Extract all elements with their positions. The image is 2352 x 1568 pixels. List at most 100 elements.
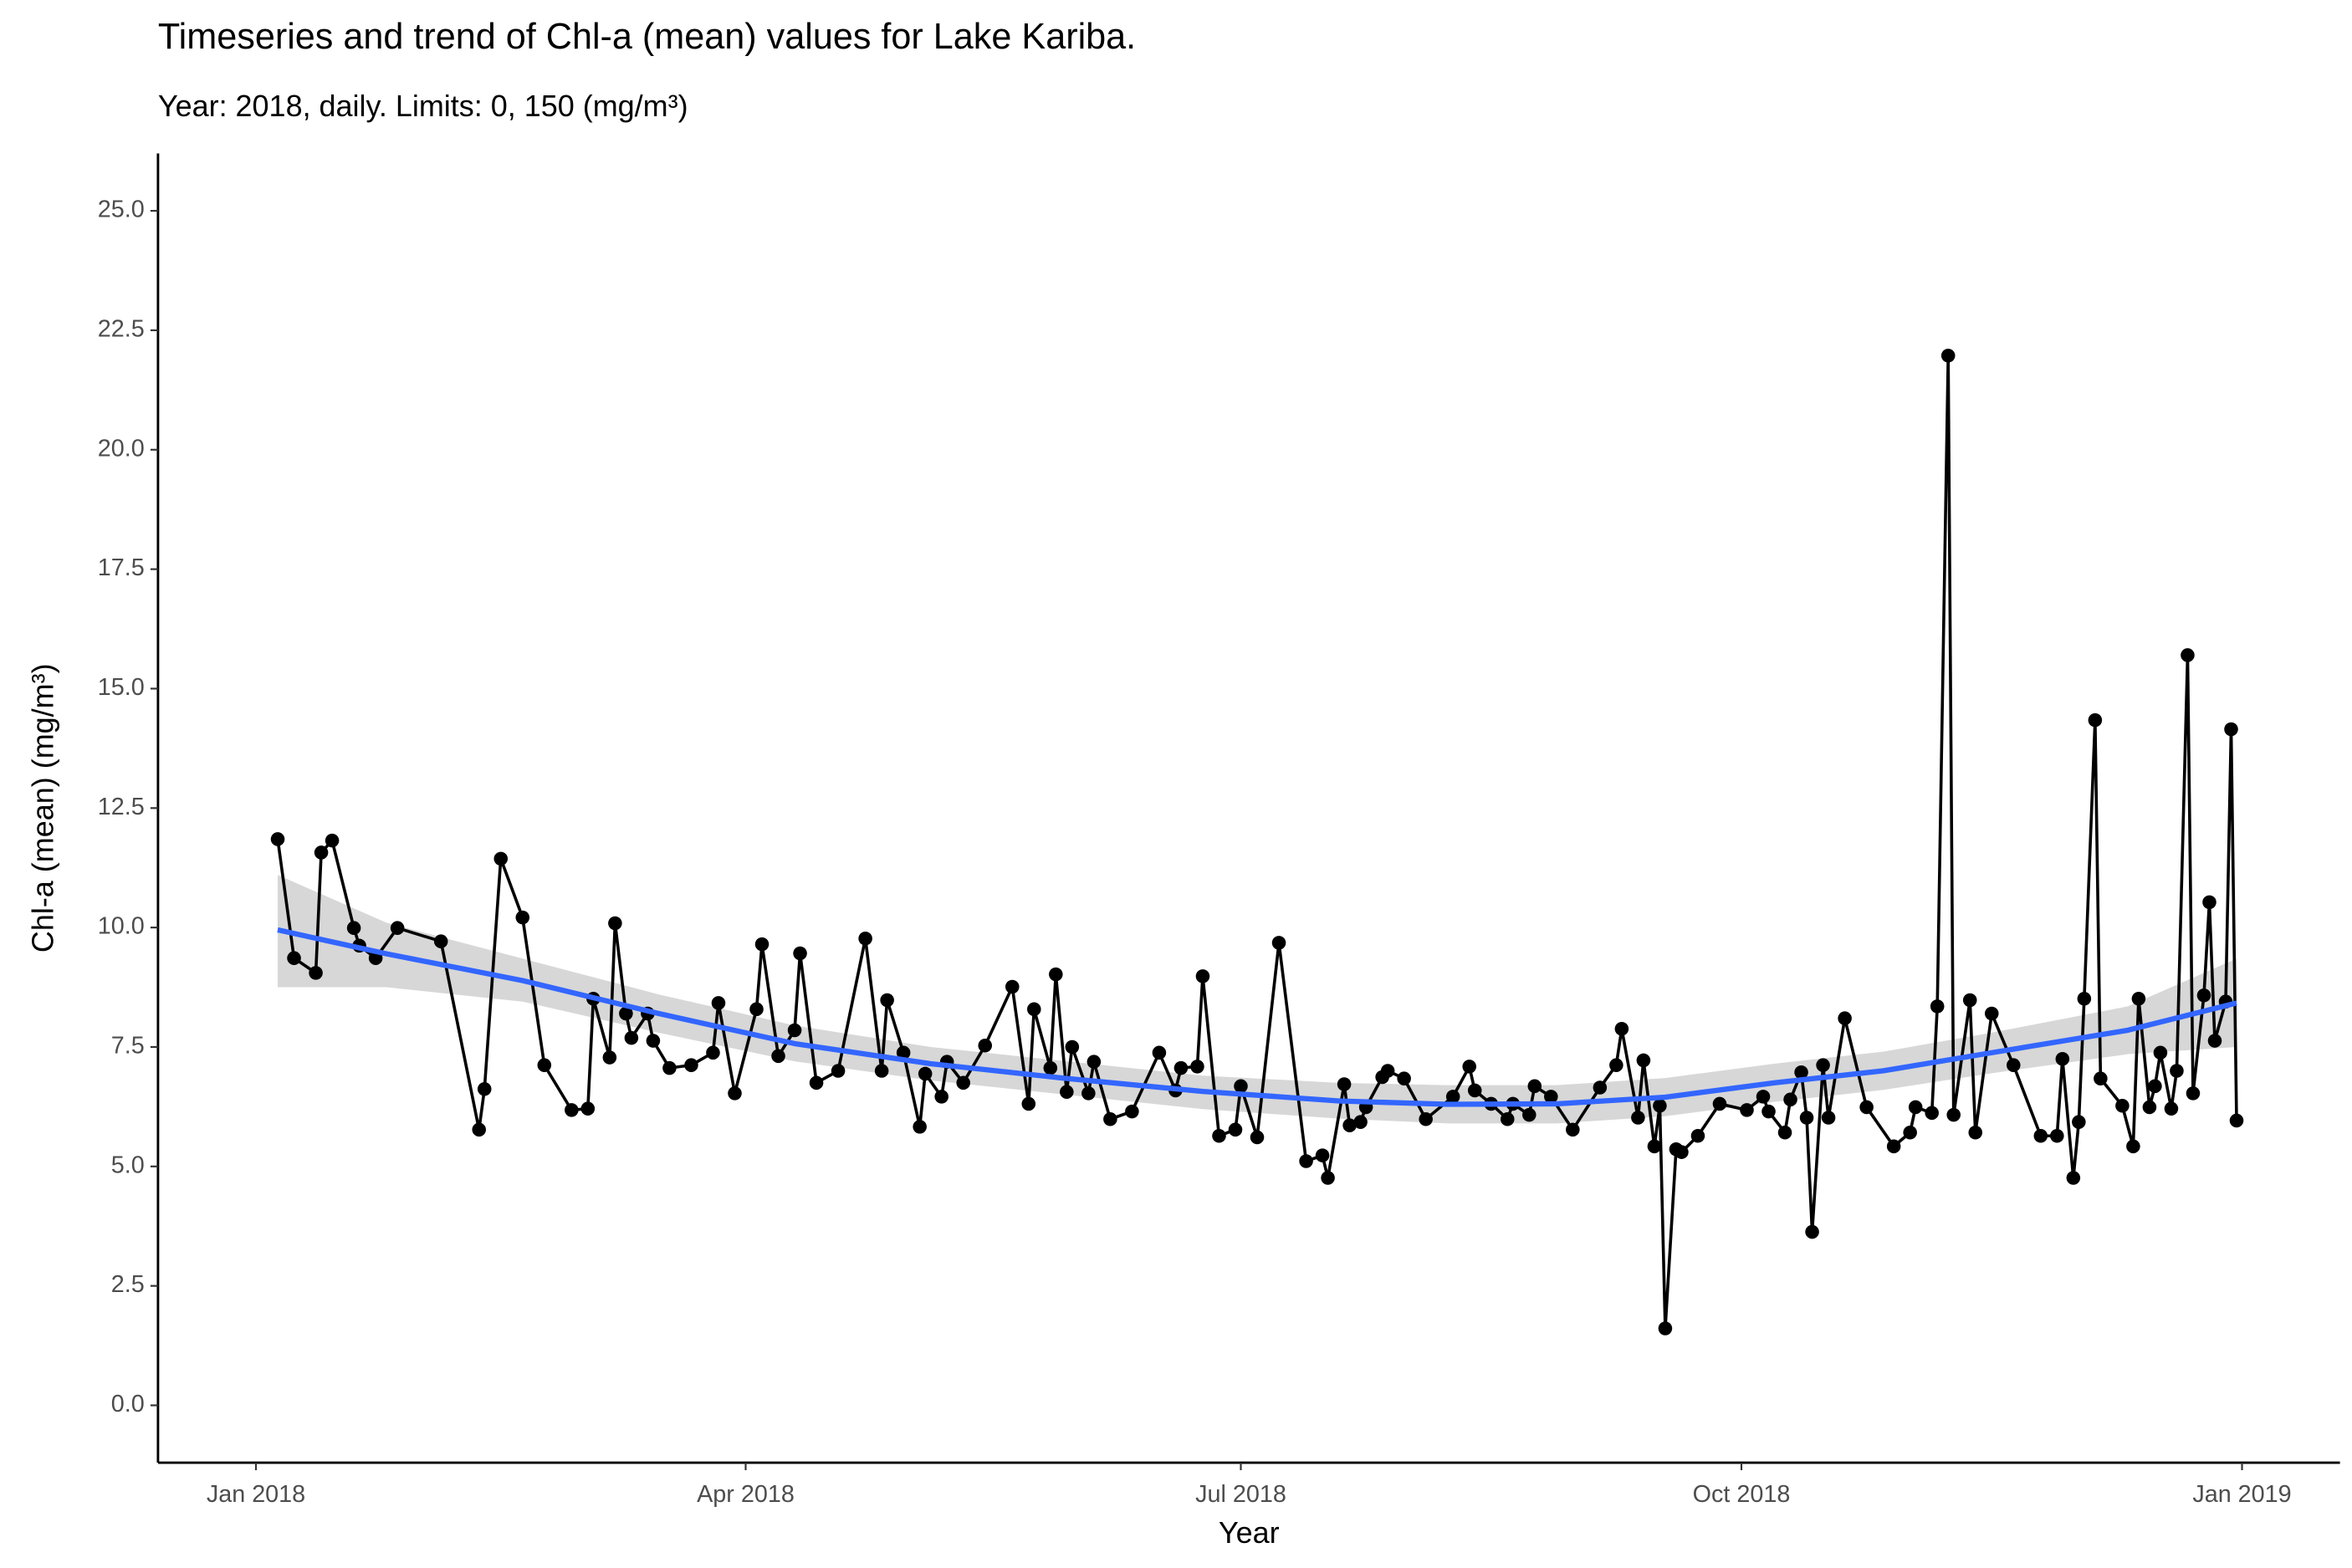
data-point xyxy=(2050,1128,2064,1143)
x-tick-label: Jan 2019 xyxy=(2192,1481,2291,1508)
data-point xyxy=(1065,1039,1080,1055)
data-point xyxy=(2196,988,2211,1003)
x-tick-label: Jul 2018 xyxy=(1195,1481,1286,1508)
chart-subtitle: Year: 2018, daily. Limits: 0, 150 (mg/m³… xyxy=(158,89,688,123)
y-axis-label: Chl-a (mean) (mg/m³) xyxy=(25,663,59,953)
data-point xyxy=(1087,1055,1102,1069)
y-tick-label: 20.0 xyxy=(98,435,145,462)
data-point xyxy=(325,833,340,848)
data-point xyxy=(2131,991,2146,1006)
data-point xyxy=(2148,1079,2162,1094)
data-point xyxy=(1195,969,1210,983)
data-point xyxy=(1190,1060,1204,1074)
data-point xyxy=(1658,1321,1673,1336)
data-point xyxy=(1353,1115,1368,1129)
data-point xyxy=(565,1103,579,1117)
data-point xyxy=(2202,895,2217,910)
data-point xyxy=(1886,1139,1901,1154)
data-point xyxy=(1636,1053,1651,1068)
data-point xyxy=(1675,1145,1689,1159)
trend-line xyxy=(277,927,2237,1107)
data-point xyxy=(1816,1058,1830,1072)
y-tick-label: 7.5 xyxy=(111,1033,145,1060)
data-point xyxy=(2055,1051,2070,1066)
data-point xyxy=(880,993,894,1008)
data-point xyxy=(684,1058,698,1072)
data-point xyxy=(1060,1085,1074,1099)
data-point xyxy=(2224,722,2238,737)
data-point xyxy=(1321,1171,1335,1185)
data-point xyxy=(287,951,301,965)
data-point xyxy=(1777,1125,1792,1140)
x-tick-label: Apr 2018 xyxy=(697,1481,795,1508)
data-point xyxy=(2033,1128,2048,1143)
data-point xyxy=(1968,1125,1983,1140)
data-point xyxy=(1021,1096,1036,1111)
data-point xyxy=(2186,1086,2201,1101)
data-point xyxy=(1152,1045,1167,1060)
data-point xyxy=(1930,999,1945,1014)
data-point xyxy=(2153,1045,2168,1060)
data-point xyxy=(1445,1090,1460,1104)
data-point xyxy=(1522,1107,1536,1122)
data-point xyxy=(1250,1130,1265,1145)
data-point xyxy=(2115,1098,2130,1113)
data-point xyxy=(2066,1171,2081,1185)
data-point xyxy=(1712,1096,1727,1111)
data-line xyxy=(276,355,2238,1329)
data-point xyxy=(1005,979,1020,994)
data-point xyxy=(2126,1139,2140,1154)
data-point xyxy=(956,1075,970,1090)
data-point xyxy=(754,937,770,952)
data-point xyxy=(896,1045,911,1060)
data-point xyxy=(771,1049,785,1064)
data-point xyxy=(515,910,530,925)
data-point xyxy=(1103,1111,1117,1126)
data-point xyxy=(1337,1077,1352,1091)
data-point xyxy=(477,1081,492,1096)
y-tick-label: 5.0 xyxy=(111,1152,145,1178)
data-point xyxy=(1962,993,1977,1008)
data-point xyxy=(1397,1071,1411,1085)
data-point xyxy=(309,966,323,980)
data-point xyxy=(1653,1098,1667,1113)
data-point xyxy=(1043,1060,1058,1075)
data-point xyxy=(1342,1118,1357,1132)
data-point xyxy=(978,1038,993,1053)
y-tick-label: 22.5 xyxy=(98,316,145,343)
data-point xyxy=(2207,1034,2222,1048)
y-tick-label: 15.0 xyxy=(98,674,145,701)
y-tick-label: 12.5 xyxy=(98,794,145,820)
data-point xyxy=(662,1060,677,1075)
y-tick-label: 10.0 xyxy=(98,913,145,940)
data-point xyxy=(1462,1060,1477,1074)
chart-title: Timeseries and trend of Chl-a (mean) val… xyxy=(158,17,1136,57)
data-point xyxy=(433,934,448,948)
data-point xyxy=(1799,1111,1814,1125)
data-point xyxy=(472,1122,487,1137)
data-point xyxy=(580,1101,596,1116)
data-point xyxy=(1859,1100,1874,1115)
data-point xyxy=(787,1023,802,1038)
y-tick-label: 25.0 xyxy=(98,197,145,223)
data-point xyxy=(1544,1090,1558,1104)
data-point xyxy=(1566,1122,1580,1137)
data-point xyxy=(1500,1111,1515,1126)
data-point xyxy=(493,851,509,866)
data-point xyxy=(646,1034,661,1048)
y-tick-label: 0.0 xyxy=(111,1391,145,1417)
data-point xyxy=(711,996,726,1010)
data-point xyxy=(1593,1080,1608,1095)
data-point xyxy=(624,1030,639,1045)
data-point xyxy=(1783,1092,1797,1107)
data-point xyxy=(1467,1083,1482,1098)
data-point xyxy=(793,946,807,961)
data-point xyxy=(913,1120,927,1134)
data-point xyxy=(1631,1111,1645,1125)
data-point xyxy=(858,931,872,946)
data-point xyxy=(1740,1103,1754,1117)
data-point xyxy=(1925,1106,1939,1121)
data-point xyxy=(1234,1079,1248,1094)
data-point xyxy=(1315,1148,1330,1162)
